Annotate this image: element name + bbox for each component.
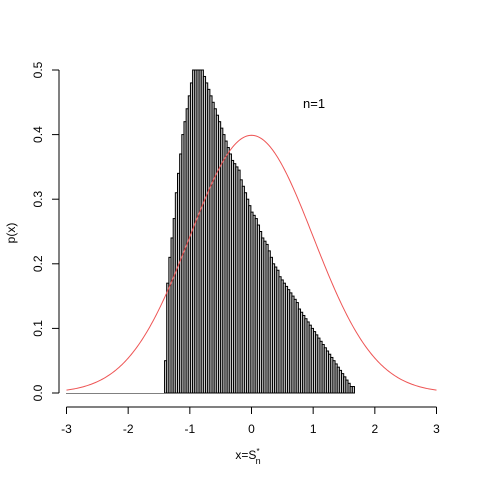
sample-size-annotation: n=1 <box>303 96 325 111</box>
x-tick-label: -3 <box>61 422 72 436</box>
y-tick-label: 0.1 <box>31 320 45 337</box>
x-tick-label: -2 <box>123 422 134 436</box>
x-tick-label: -1 <box>184 422 195 436</box>
y-axis-ticks: 0.0 0.1 0.2 0.3 0.4 0.5 <box>31 61 59 401</box>
y-tick-label: 0.4 <box>31 126 45 143</box>
histogram-bar <box>351 386 355 394</box>
normal-density-curve <box>66 134 437 391</box>
histogram-bars <box>66 69 355 394</box>
y-axis-label: p(x) <box>4 223 18 244</box>
x-tick-label: 3 <box>433 422 440 436</box>
x-axis-label: x=S* n <box>235 447 260 466</box>
x-tick-label: 2 <box>371 422 378 436</box>
y-tick-label: 0.2 <box>31 255 45 272</box>
x-tick-label: 0 <box>248 422 255 436</box>
y-tick-label: 0.0 <box>31 384 45 401</box>
y-tick-label: 0.3 <box>31 191 45 208</box>
y-tick-label: 0.5 <box>31 61 45 78</box>
x-axis-ticks: -3 -2 -1 0 1 2 3 <box>61 407 440 436</box>
x-tick-label: 1 <box>310 422 317 436</box>
